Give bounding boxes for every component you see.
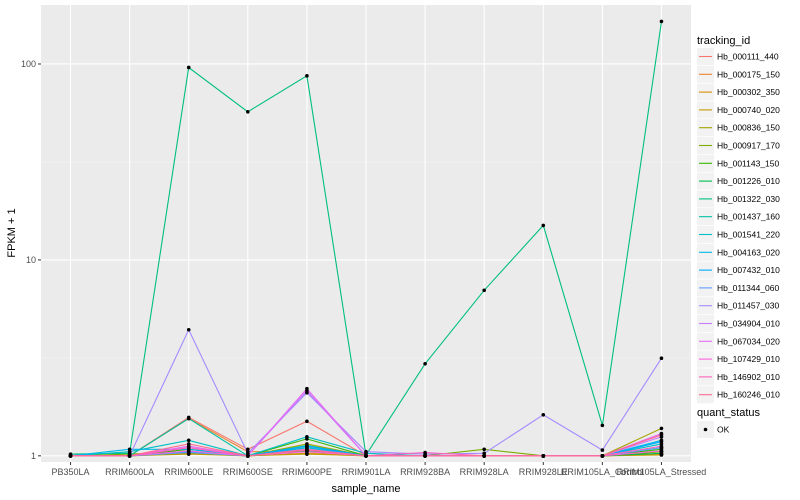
x-tick-label: RRIM600LE: [164, 467, 213, 477]
x-axis-title: sample_name: [331, 483, 400, 495]
data-point: [659, 444, 664, 448]
data-point: [659, 439, 664, 444]
legend-label: Hb_011457_030: [717, 301, 780, 311]
x-tick-label: RRIM105LA_Stressed: [617, 467, 707, 477]
legend-label: Hb_000836_150: [717, 123, 780, 133]
legend-label: Hb_107429_010: [717, 354, 780, 364]
data-point: [364, 454, 368, 458]
data-point: [423, 450, 427, 455]
data-point: [186, 327, 191, 332]
data-point: [305, 419, 309, 424]
y-axis-title: FPKM + 1: [6, 208, 18, 257]
legend-label: Hb_034904_010: [717, 319, 780, 329]
legend-label: Hb_001143_150: [717, 158, 780, 168]
data-point: [600, 454, 605, 458]
point-legend-title: quant_status: [697, 407, 760, 419]
data-point: [305, 386, 309, 391]
data-point: [659, 356, 664, 360]
data-point: [600, 448, 605, 452]
x-tick-label: RRIM600PE: [282, 467, 332, 477]
data-point: [186, 438, 191, 443]
x-tick-label: RRIM105LA_Control: [561, 467, 644, 477]
legend-label: Hb_001437_160: [717, 212, 780, 222]
data-point: [482, 288, 486, 293]
legend: tracking_id Hb_000111_440Hb_000175_150Hb…: [697, 35, 780, 438]
data-point: [482, 447, 486, 452]
data-point: [305, 74, 309, 78]
data-point: [68, 454, 73, 458]
data-point: [659, 449, 664, 453]
data-point: [186, 449, 191, 453]
legend-label: Hb_000302_350: [717, 87, 780, 97]
data-point: [541, 412, 546, 417]
data-point: [305, 444, 309, 448]
data-point: [600, 423, 605, 428]
data-point: [246, 110, 250, 114]
data-point: [423, 454, 427, 458]
data-point: [186, 65, 191, 70]
data-point: [364, 449, 368, 454]
x-tick-label: PB350LA: [52, 467, 90, 477]
legend-title: tracking_id: [697, 35, 750, 47]
legend-label: Hb_001541_220: [717, 230, 780, 240]
legend-label: Hb_001226_010: [717, 176, 780, 186]
point-legend-marker: [703, 427, 708, 432]
data-point: [127, 454, 132, 458]
legend-label: Hb_011344_060: [717, 283, 780, 293]
legend-label: Hb_067034_020: [717, 336, 780, 346]
legend-label: Hb_007432_010: [717, 265, 780, 275]
x-tick-label: RRIM928LA: [460, 467, 509, 477]
data-point: [305, 448, 309, 452]
y-tick-label: 10: [26, 255, 36, 265]
data-point: [305, 452, 309, 456]
data-point: [423, 361, 427, 366]
point-legend-label: OK: [717, 425, 730, 435]
legend-label: Hb_001322_030: [717, 194, 780, 204]
data-point: [246, 454, 250, 458]
y-axis: 1 10 100: [21, 59, 41, 461]
legend-label: Hb_004163_020: [717, 247, 780, 257]
legend-label: Hb_000175_150: [717, 69, 780, 79]
data-point: [659, 19, 664, 24]
x-tick-label: RRIM928BA: [400, 467, 450, 477]
data-point: [127, 447, 132, 452]
legend-label: Hb_146902_010: [717, 372, 780, 382]
series-points: [68, 19, 664, 458]
data-point: [305, 435, 309, 439]
y-tick-label: 100: [21, 59, 36, 69]
data-point: [541, 454, 546, 458]
data-point: [186, 416, 191, 421]
x-tick-label: RRIM928LE: [519, 467, 568, 477]
x-tick-label: RRIM901LA: [341, 467, 390, 477]
legend-label: Hb_000740_020: [717, 105, 780, 115]
data-point: [186, 442, 191, 446]
data-point: [482, 451, 486, 456]
data-point: [246, 451, 250, 456]
legend-label: Hb_160246_010: [717, 390, 780, 400]
data-point: [186, 445, 191, 450]
legend-items: Hb_000111_440 Hb_000175_150 Hb_000302_350 H…: [697, 48, 780, 404]
data-point: [482, 454, 486, 458]
data-point: [659, 433, 664, 437]
data-point: [659, 426, 664, 431]
x-axis: PB350LA RRIM600LA RRIM600LE RRIM600SE RRIM60…: [52, 462, 707, 477]
legend-label: Hb_000917_170: [717, 141, 780, 151]
data-point: [541, 223, 546, 228]
x-tick-label: RRIM600LA: [105, 467, 154, 477]
legend-label: Hb_000111_440: [717, 52, 779, 62]
x-tick-label: RRIM600SE: [223, 467, 273, 477]
y-tick-label: 1: [31, 451, 36, 461]
